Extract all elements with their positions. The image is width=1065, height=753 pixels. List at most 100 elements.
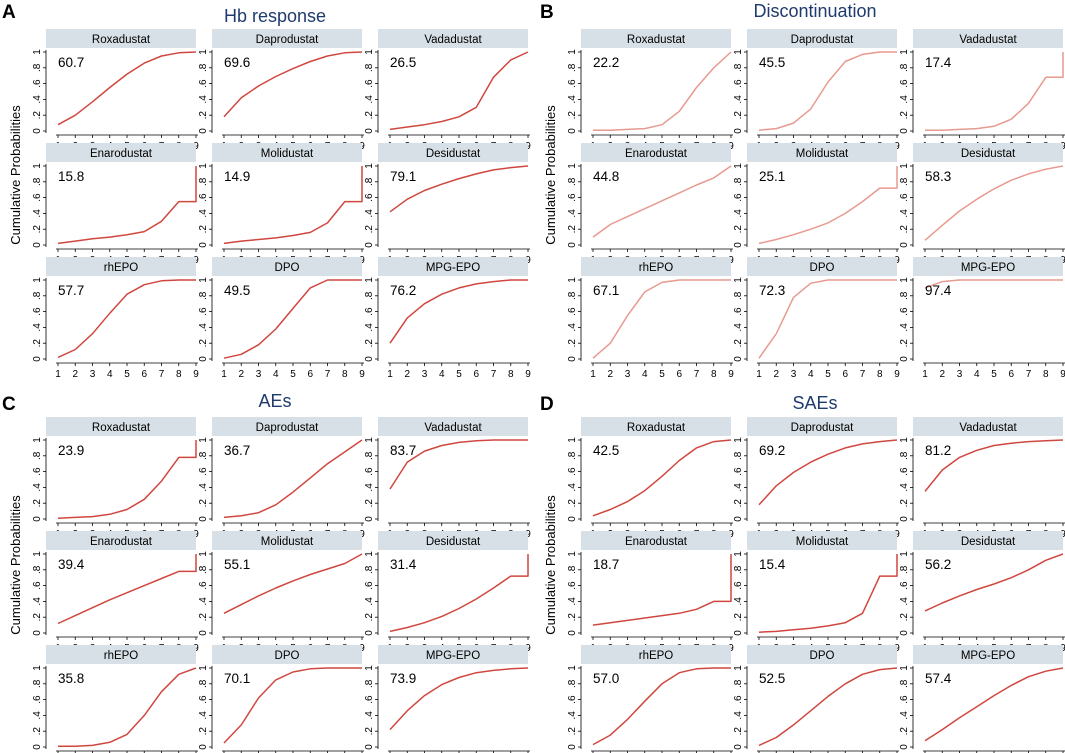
strip-header (212, 645, 362, 664)
y-tick-label: .6 (32, 695, 43, 704)
panel-b: B Discontinuation Cumulative Probabilities… (540, 1, 1065, 380)
x-tick-label: 9 (359, 369, 365, 380)
y-tick-label: 1 (198, 665, 209, 671)
y-tick-label: .4 (32, 711, 43, 720)
y-tick-label: 1 (198, 437, 209, 443)
strip-header (378, 29, 528, 48)
y-tick-label: .8 (198, 679, 209, 688)
cumulative-curve-roxadustat (57, 440, 197, 519)
y-tick-label: 0 (364, 744, 375, 750)
x-tick-label: 7 (694, 369, 700, 380)
strip-label: Vadadustat (424, 34, 482, 46)
sucra-value: 56.2 (925, 557, 951, 572)
y-tick-label: 0 (32, 242, 43, 248)
strip-label: Molidustat (796, 536, 849, 548)
x-tick-label: 9 (525, 141, 531, 152)
x-tick-label: 2 (404, 369, 410, 380)
cumulative-curve-enarodustat (57, 554, 197, 625)
strip-header (46, 257, 196, 276)
y-tick-label: .4 (364, 209, 375, 218)
y-tick-label: .8 (567, 451, 578, 460)
x-tick-label: 6 (473, 369, 479, 380)
y-tick-label: .4 (32, 209, 43, 218)
y-tick-label: .8 (899, 291, 910, 300)
y-tick-label: .8 (364, 291, 375, 300)
y-tick-label: 0 (364, 242, 375, 248)
y-tick-label: 1 (198, 551, 209, 557)
x-tick-label: 3 (256, 369, 262, 380)
y-tick-label: .8 (567, 63, 578, 72)
strip-label: Desidustat (426, 148, 481, 160)
strip-label: Molidustat (261, 536, 314, 548)
sucra-value: 70.1 (224, 671, 250, 686)
sucra-value: 57.7 (58, 283, 84, 298)
panel-c: C AEs Cumulative Probabilities Roxadustat 0.… (2, 391, 531, 753)
y-tick-label: .2 (899, 727, 910, 736)
y-tick-label: .8 (364, 679, 375, 688)
y-tick-label: 1 (198, 163, 209, 169)
cumulative-curve-dpo (223, 279, 362, 359)
y-tick-label: 0 (733, 242, 744, 248)
x-tick-label: 9 (193, 529, 199, 540)
y-tick-label: 0 (733, 516, 744, 522)
y-tick-label: .8 (364, 451, 375, 460)
strip-header (913, 531, 1063, 550)
y-tick-label: .8 (198, 565, 209, 574)
strip-label: MPG-EPO (426, 650, 480, 662)
x-tick-label: 9 (894, 369, 900, 380)
y-tick-label: 0 (567, 242, 578, 248)
cumulative-curve-rhepo (57, 279, 196, 359)
cumulative-curve-desidustat (924, 553, 1064, 612)
y-tick-label: .4 (899, 483, 910, 492)
strip-label: Vadadustat (424, 422, 482, 434)
y-tick-label: 0 (32, 128, 43, 134)
x-tick-label: 9 (525, 369, 531, 380)
y-tick-label: .2 (32, 339, 43, 348)
sucra-value: 52.5 (759, 671, 785, 686)
y-tick-label: .4 (32, 597, 43, 606)
y-tick-label: 0 (32, 744, 43, 750)
strip-label: Vadadustat (959, 34, 1017, 46)
cumulative-curve-rhepo (592, 279, 731, 359)
cumulative-curve-molidustat (758, 554, 898, 633)
panel-title: SAEs (792, 393, 837, 413)
y-tick-label: .2 (364, 225, 375, 234)
y-tick-label: .6 (364, 581, 375, 590)
y-tick-label: .4 (364, 95, 375, 104)
y-tick-label: .2 (899, 339, 910, 348)
y-tick-label: 0 (899, 744, 910, 750)
y-tick-label: .2 (32, 613, 43, 622)
cumulative-curve-dpo (758, 279, 897, 359)
y-tick-label: .4 (733, 711, 744, 720)
x-tick-label: 5 (659, 369, 665, 380)
y-tick-label: .6 (32, 467, 43, 476)
strip-header (747, 29, 897, 48)
sucra-value: 14.9 (224, 169, 250, 184)
strip-header (46, 143, 196, 162)
y-tick-label: .6 (567, 695, 578, 704)
y-tick-label: .4 (32, 95, 43, 104)
y-tick-label: .4 (198, 209, 209, 218)
x-tick-label: 9 (728, 255, 734, 266)
y-tick-label: .8 (899, 565, 910, 574)
y-tick-label: .6 (198, 467, 209, 476)
x-tick-label: 9 (359, 141, 365, 152)
y-tick-label: 1 (567, 49, 578, 55)
y-tick-label: 0 (32, 630, 43, 636)
cumulative-curve-roxadustat (57, 51, 197, 126)
sucra-value: 76.2 (390, 283, 416, 298)
y-tick-label: .4 (567, 483, 578, 492)
cumulative-curve-vadadustat (389, 51, 529, 131)
sucra-value: 72.3 (759, 283, 785, 298)
strip-label: DPO (810, 650, 835, 662)
